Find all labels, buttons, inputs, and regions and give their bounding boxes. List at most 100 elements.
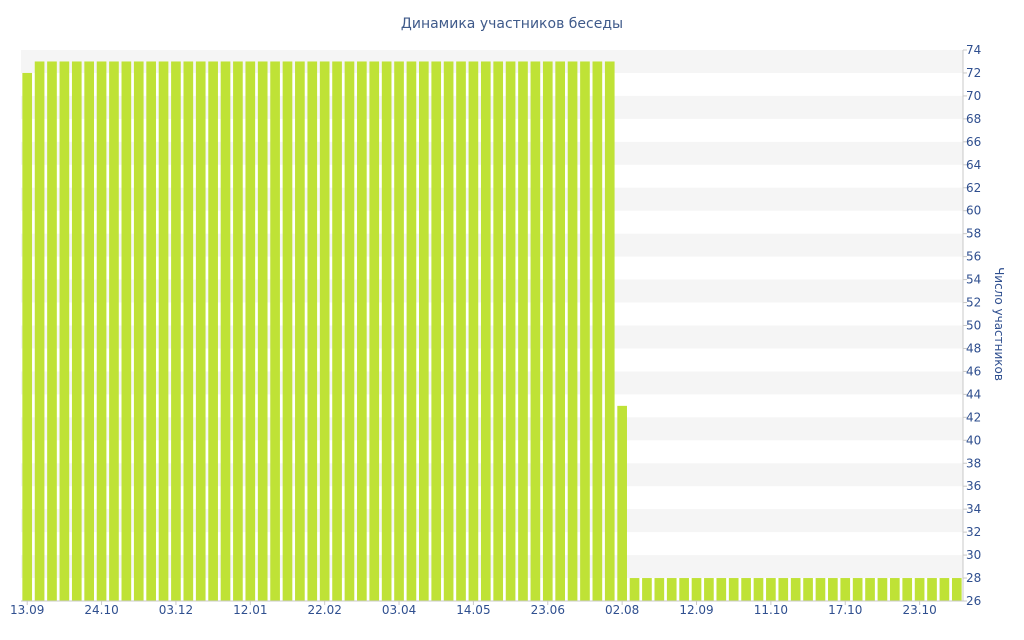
bar: [642, 578, 652, 601]
bar: [951, 578, 962, 601]
bar: [728, 578, 739, 601]
y-tick-label: 26: [966, 594, 981, 608]
y-tick-label: 70: [966, 89, 981, 103]
grid-band: [21, 95, 963, 119]
y-tick-label: 34: [966, 502, 981, 516]
bar: [121, 61, 132, 601]
bar: [753, 578, 764, 601]
bar: [592, 61, 603, 601]
y-tick-label: 60: [966, 204, 981, 218]
bar: [431, 61, 442, 601]
x-tick-label: 12.01: [233, 603, 267, 617]
bar: [96, 61, 107, 601]
bar: [629, 578, 640, 601]
y-tick-label: 50: [966, 319, 981, 333]
bar: [679, 578, 689, 601]
bar: [542, 61, 553, 601]
bar: [666, 578, 677, 601]
bar: [803, 578, 813, 601]
bar: [617, 405, 627, 601]
grid-band: [21, 279, 963, 303]
grid-band: [21, 417, 963, 441]
bar: [220, 61, 231, 601]
bar: [716, 578, 727, 601]
bar: [381, 61, 392, 601]
bar: [245, 61, 256, 601]
y-tick-label: 48: [966, 341, 981, 355]
grid-bands: [21, 50, 963, 579]
y-axis-ticks: 26 28 30 32 34 36 38 40 42 44 46 48 50 52 54 56 58 60 62 64…: [963, 43, 981, 608]
y-tick-label: 56: [966, 250, 981, 264]
y-axis-label: Число участников: [992, 267, 1006, 381]
bar: [580, 61, 590, 601]
x-tick-label: 13.09: [10, 603, 44, 617]
bar: [406, 61, 417, 601]
x-tick-label: 23.06: [531, 603, 565, 617]
bar: [741, 578, 751, 601]
bar: [927, 578, 937, 601]
bar: [195, 61, 206, 601]
bar: [369, 61, 380, 601]
bar: [828, 578, 838, 601]
y-tick-label: 42: [966, 410, 981, 424]
bar: [319, 61, 330, 601]
bar: [902, 578, 913, 601]
x-tick-label: 12.09: [679, 603, 713, 617]
chart-title: Динамика участников беседы: [401, 16, 623, 32]
y-tick-label: 40: [966, 433, 981, 447]
bar: [71, 61, 82, 601]
bar: [468, 61, 479, 601]
bar: [332, 61, 342, 601]
bar: [257, 61, 268, 601]
bar: [282, 61, 293, 601]
bar: [480, 61, 491, 601]
bar: [493, 61, 504, 601]
y-tick-label: 72: [966, 66, 981, 80]
bar: [518, 61, 528, 601]
bar: [889, 578, 900, 601]
y-tick-label: 74: [966, 43, 981, 57]
y-tick-label: 62: [966, 181, 981, 195]
bar: [555, 61, 566, 601]
grid-band: [21, 555, 963, 579]
bar: [654, 578, 665, 601]
y-tick-label: 46: [966, 364, 981, 378]
bar: [270, 61, 280, 601]
bar: [530, 61, 541, 601]
bar: [295, 61, 305, 601]
bar: [704, 578, 714, 601]
bar: [443, 61, 454, 601]
x-tick-label: 17.10: [828, 603, 862, 617]
bar: [344, 61, 355, 601]
bar: [233, 61, 243, 601]
bar: [171, 61, 181, 601]
y-tick-label: 58: [966, 227, 981, 241]
y-tick-label: 44: [966, 387, 981, 401]
x-tick-label: 23.10: [902, 603, 936, 617]
bar: [939, 578, 950, 601]
grid-band: [21, 325, 963, 349]
grid-band: [21, 509, 963, 533]
bar: [47, 61, 57, 601]
bar: [778, 578, 789, 601]
bar: [914, 578, 925, 601]
y-tick-label: 68: [966, 112, 981, 126]
y-tick-label: 28: [966, 571, 981, 585]
bar: [183, 61, 194, 601]
bar: [307, 61, 318, 601]
grid-band: [21, 50, 963, 73]
bar: [505, 61, 516, 601]
bar: [691, 578, 702, 601]
bar: [840, 578, 851, 601]
y-tick-label: 64: [966, 158, 981, 172]
bar: [208, 61, 218, 601]
bar: [766, 578, 776, 601]
x-tick-label: 22.02: [307, 603, 341, 617]
bar: [146, 61, 156, 601]
x-tick-label: 14.05: [456, 603, 490, 617]
bar: [815, 578, 826, 601]
bar: [852, 578, 863, 601]
bar: [456, 61, 466, 601]
grid-band: [21, 141, 963, 165]
